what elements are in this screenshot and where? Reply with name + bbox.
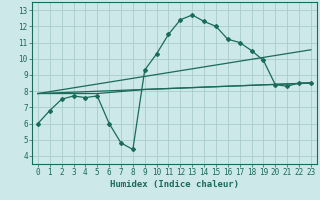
X-axis label: Humidex (Indice chaleur): Humidex (Indice chaleur) [110, 180, 239, 189]
